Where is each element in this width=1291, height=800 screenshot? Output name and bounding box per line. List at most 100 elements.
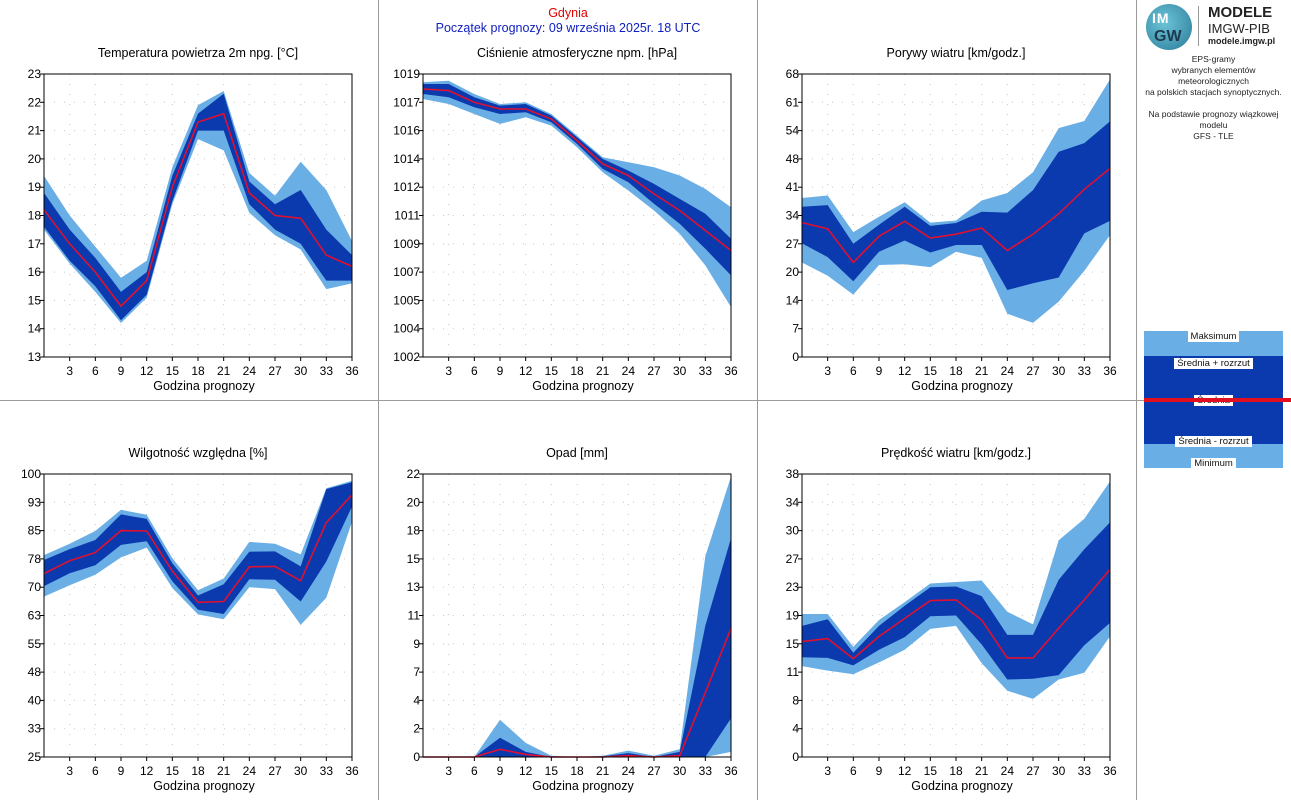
imgw-logo: IM GW MODELE IMGW-PIB modele.imgw.pl [1146, 4, 1286, 50]
chart-title: Ciśnienie atmosferyczne npm. [hPa] [477, 46, 677, 60]
x-tick-label: 36 [724, 364, 738, 378]
x-tick-label: 6 [92, 764, 99, 778]
description-line: wybranych elementów meteorologicznych [1171, 65, 1256, 86]
y-tick-label: 85 [28, 524, 42, 538]
x-tick-label: 21 [217, 364, 231, 378]
x-tick-label: 36 [1103, 764, 1117, 778]
x-tick-label: 9 [497, 764, 504, 778]
spread-band [44, 93, 352, 321]
x-tick-label: 30 [1052, 364, 1066, 378]
description-line: EPS-gramy [1191, 54, 1236, 64]
x-tick-label: 27 [268, 364, 282, 378]
x-tick-label: 36 [1103, 364, 1117, 378]
description-line: GFS - TLE [1193, 131, 1234, 141]
x-tick-label: 6 [471, 364, 478, 378]
y-tick-label: 100 [21, 467, 41, 481]
x-tick-label: 12 [140, 364, 154, 378]
x-tick-label: 18 [949, 764, 963, 778]
x-tick-label: 24 [1001, 764, 1015, 778]
x-tick-label: 21 [217, 764, 231, 778]
y-tick-label: 1012 [393, 180, 420, 194]
chart-wind-speed: Prędkość wiatru [km/godz.] 0 4 8 11 15 19 23 27 3… [786, 446, 1117, 793]
y-tick-label: 78 [28, 552, 42, 566]
x-tick-label: 3 [824, 364, 831, 378]
y-tick-label: 2 [413, 722, 420, 736]
y-tick-label: 18 [407, 524, 421, 538]
y-tick-label: 7 [413, 665, 420, 679]
y-tick-label: 1017 [393, 95, 420, 109]
x-tick-label: 33 [699, 364, 713, 378]
x-tick-label: 9 [118, 764, 125, 778]
x-tick-label: 33 [320, 764, 334, 778]
y-tick-label: 33 [28, 722, 42, 736]
x-tick-label: 27 [1026, 364, 1040, 378]
y-tick-label: 63 [28, 609, 42, 623]
description-line: Na podstawie prognozy wiązkowej modelu [1148, 109, 1279, 130]
y-tick-label: 11 [787, 665, 800, 679]
y-tick-label: 4 [413, 693, 420, 707]
legend-mean-line [1144, 398, 1291, 402]
logo-title: MODELE [1208, 4, 1273, 21]
chart-wind-gusts: Porywy wiatru [km/godz.] 0 7 14 20 27 34 41 48 54… [786, 46, 1117, 393]
chart-pressure: Ciśnienie atmosferyczne npm. [hPa] 1002 10… [393, 46, 738, 393]
y-tick-label: 0 [792, 750, 799, 764]
x-tick-label: 18 [191, 764, 205, 778]
y-tick-label: 1004 [393, 322, 420, 336]
y-tick-label: 15 [407, 552, 421, 566]
description-line: na polskich stacjach synoptycznych. [1145, 87, 1282, 97]
x-axis-label: Godzina prognozy [153, 779, 255, 793]
chart-title: Opad [mm] [546, 446, 608, 460]
x-axis-label: Godzina prognozy [153, 379, 255, 393]
x-tick-label: 3 [66, 364, 73, 378]
y-tick-label: 4 [792, 722, 799, 736]
y-tick-label: 34 [786, 495, 800, 509]
x-tick-label: 15 [545, 764, 559, 778]
mean-line [43, 112, 353, 308]
x-tick-label: 21 [975, 764, 989, 778]
x-tick-label: 9 [497, 364, 504, 378]
y-tick-label: 23 [786, 580, 800, 594]
x-axis-label: Godzina prognozy [911, 379, 1013, 393]
chart-title: Porywy wiatru [km/godz.] [887, 46, 1026, 60]
x-tick-label: 9 [118, 364, 125, 378]
x-tick-label: 15 [166, 764, 180, 778]
spread-band [802, 121, 1110, 291]
eps-description: EPS-gramy wybranych elementów meteorolog… [1136, 54, 1291, 142]
x-tick-label: 30 [294, 364, 308, 378]
y-tick-label: 38 [786, 467, 800, 481]
x-tick-label: 18 [949, 364, 963, 378]
x-tick-label: 30 [673, 364, 687, 378]
y-tick-label: 20 [407, 495, 421, 509]
x-tick-label: 21 [975, 364, 989, 378]
y-tick-label: 61 [786, 95, 800, 109]
x-axis-label: Godzina prognozy [532, 779, 634, 793]
x-tick-label: 27 [647, 764, 661, 778]
x-tick-label: 24 [622, 364, 636, 378]
y-tick-label: 15 [786, 637, 800, 651]
x-tick-label: 15 [545, 364, 559, 378]
forecast-start: Początek prognozy: 09 września 2025r. 18… [435, 21, 701, 35]
y-tick-label: 13 [28, 350, 42, 364]
x-tick-label: 33 [1078, 364, 1092, 378]
x-tick-label: 36 [345, 364, 359, 378]
x-tick-label: 36 [345, 764, 359, 778]
logo-subtitle: IMGW-PIB [1208, 21, 1270, 36]
chart-humidity: Wilgotność względna [%]25334048556370788… [21, 446, 359, 793]
chart-title: Prędkość wiatru [km/godz.] [881, 446, 1031, 460]
y-tick-label: 16 [28, 265, 42, 279]
x-tick-label: 27 [647, 364, 661, 378]
y-tick-label: 22 [28, 95, 42, 109]
y-tick-label: 34 [786, 209, 800, 223]
y-tick-label: 14 [786, 293, 800, 307]
x-tick-label: 12 [898, 364, 912, 378]
x-tick-label: 6 [92, 364, 99, 378]
y-tick-label: 48 [786, 152, 800, 166]
imgw-logo-mark: IM GW [1146, 4, 1192, 50]
separator-horizontal [0, 400, 1291, 401]
logo-url: modele.imgw.pl [1208, 36, 1276, 46]
chart-title: Wilgotność względna [%] [129, 446, 268, 460]
x-tick-label: 9 [876, 764, 883, 778]
logo-divider [1198, 6, 1199, 46]
y-tick-label: 25 [28, 750, 42, 764]
